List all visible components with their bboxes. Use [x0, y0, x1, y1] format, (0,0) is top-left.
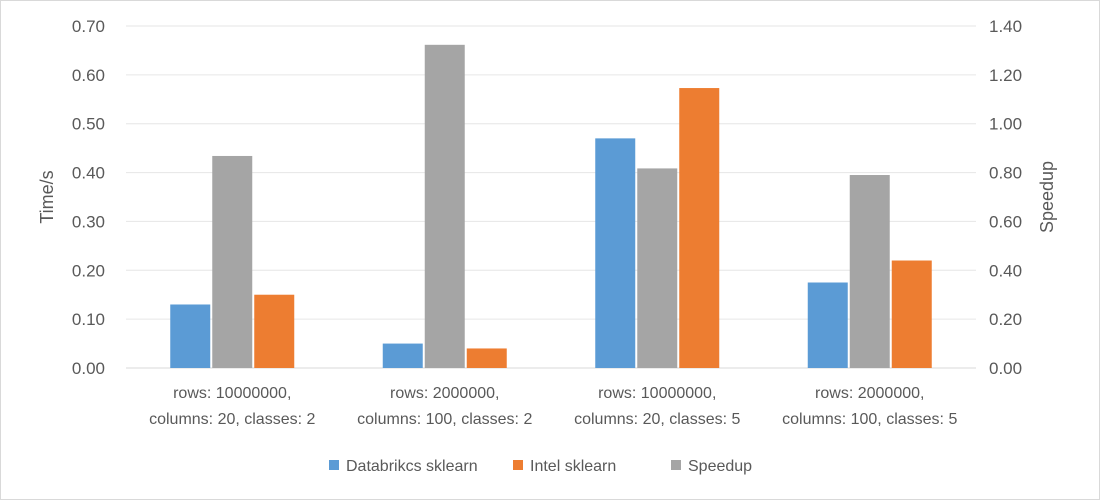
bar-databrikcs-sklearn-4: [807, 282, 848, 368]
y2-tick-label: 1.00: [989, 115, 1022, 134]
category-label-line: rows: 2000000,: [815, 385, 924, 402]
category-label: rows: 10000000, columns: 20, classes: 5: [574, 385, 740, 428]
category-label-line: rows: 2000000,: [390, 385, 499, 402]
bar-databrikcs-sklearn-2: [382, 343, 423, 368]
y2-tick-label: 1.20: [989, 66, 1022, 85]
legend-swatch: [329, 460, 339, 470]
bar-databrikcs-sklearn-3: [595, 138, 636, 368]
y2-tick-label: 0.00: [989, 359, 1022, 378]
legend-label: Databrikcs sklearn: [346, 458, 478, 475]
gridlines: [126, 25, 976, 369]
x-axis-categories: rows: 10000000, columns: 20, classes: 2ro…: [149, 385, 957, 428]
y-tick-label: 0.30: [72, 212, 105, 231]
legend: Databrikcs sklearn Intel sklearn Speedup: [329, 458, 752, 475]
category-label-line: rows: 10000000,: [173, 385, 291, 402]
y2-tick-label: 0.60: [989, 212, 1022, 231]
y-axis-ticks: 0.00 0.10 0.20 0.30 0.40 0.50 0.60 0.70: [72, 17, 105, 378]
y-tick-label: 0.40: [72, 164, 105, 183]
bar-intel-sklearn-1: [254, 294, 295, 368]
y-tick-label: 0.60: [72, 66, 105, 85]
bar-speedup-3: [637, 168, 678, 368]
bar-intel-sklearn-4: [891, 260, 932, 368]
bars: [170, 44, 932, 369]
y2-tick-label: 1.40: [989, 17, 1022, 36]
y2-tick-label: 0.40: [989, 261, 1022, 280]
category-label: rows: 2000000, columns: 100, classes: 2: [357, 385, 532, 428]
legend-label: Speedup: [688, 458, 752, 475]
bar-intel-sklearn-3: [679, 88, 720, 368]
y-tick-label: 0.00: [72, 359, 105, 378]
category-label: rows: 2000000, columns: 100, classes: 5: [782, 385, 957, 428]
bar-intel-sklearn-2: [466, 348, 507, 368]
y2-axis-ticks: 0.00 0.20 0.40 0.60 0.80 1.00 1.20 1.40: [989, 17, 1022, 378]
category-label-line: columns: 20, classes: 2: [149, 411, 315, 428]
category-label: rows: 10000000, columns: 20, classes: 2: [149, 385, 315, 428]
y-tick-label: 0.20: [72, 261, 105, 280]
bar-speedup-1: [212, 155, 253, 368]
category-label-line: columns: 20, classes: 5: [574, 411, 740, 428]
y-tick-label: 0.70: [72, 17, 105, 36]
legend-swatch: [671, 460, 681, 470]
bar-speedup-2: [424, 44, 465, 369]
bar-speedup-4: [849, 175, 890, 368]
category-label-line: columns: 100, classes: 2: [357, 411, 532, 428]
category-label-line: columns: 100, classes: 5: [782, 411, 957, 428]
y-tick-label: 0.10: [72, 310, 105, 329]
legend-swatch: [513, 460, 523, 470]
y-tick-label: 0.50: [72, 115, 105, 134]
y-axis-title: Time/s: [37, 170, 57, 223]
legend-label: Intel sklearn: [530, 458, 616, 475]
y2-tick-label: 0.80: [989, 164, 1022, 183]
category-label-line: rows: 10000000,: [598, 385, 716, 402]
bar-databrikcs-sklearn-1: [170, 304, 211, 368]
y2-axis-title: Speedup: [1037, 161, 1057, 233]
y2-tick-label: 0.20: [989, 310, 1022, 329]
